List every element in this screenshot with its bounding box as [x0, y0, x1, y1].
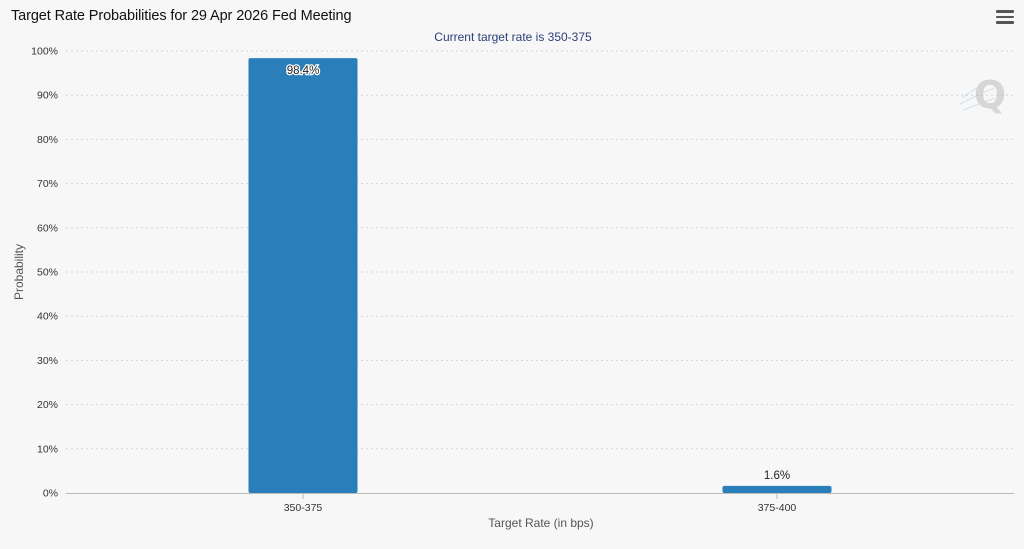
y-tick-label: 10%	[37, 443, 58, 455]
bar[interactable]	[248, 58, 358, 494]
data-labels: 98.4% 1.6%	[285, 64, 790, 482]
y-axis-title: Probability	[12, 244, 26, 300]
grid-lines	[66, 50, 1014, 450]
x-tick-label: 350-375	[284, 502, 323, 514]
y-tick-label: 30%	[37, 355, 58, 367]
data-label: 98.4%	[287, 65, 320, 77]
chart-title: Target Rate Probabilities for 29 Apr 202…	[11, 8, 352, 24]
data-label: 1.6%	[764, 470, 790, 482]
x-axis-ticks: 350-375 375-400	[284, 493, 797, 514]
q-logo-watermark-icon: Q	[959, 73, 1006, 117]
y-tick-label: 50%	[37, 267, 58, 279]
bar-series	[248, 58, 832, 494]
hamburger-menu-icon[interactable]	[996, 10, 1014, 26]
y-tick-label: 20%	[37, 399, 58, 411]
x-axis-title: Target Rate (in bps)	[488, 516, 593, 530]
y-axis-ticks: 0% 10% 20% 30% 40% 50% 60% 70% 80% 90% 100%	[31, 46, 58, 500]
bar[interactable]	[722, 485, 832, 493]
y-tick-label: 90%	[37, 90, 58, 102]
y-tick-label: 40%	[37, 311, 58, 323]
y-tick-label: 100%	[31, 46, 58, 58]
y-tick-label: 60%	[37, 222, 58, 234]
watermark-letter: Q	[974, 73, 1006, 117]
chart-subtitle: Current target rate is 350-375	[434, 30, 592, 44]
y-tick-label: 0%	[43, 488, 58, 500]
x-tick-label: 375-400	[758, 502, 797, 514]
y-tick-label: 70%	[37, 178, 58, 190]
y-tick-label: 80%	[37, 134, 58, 146]
